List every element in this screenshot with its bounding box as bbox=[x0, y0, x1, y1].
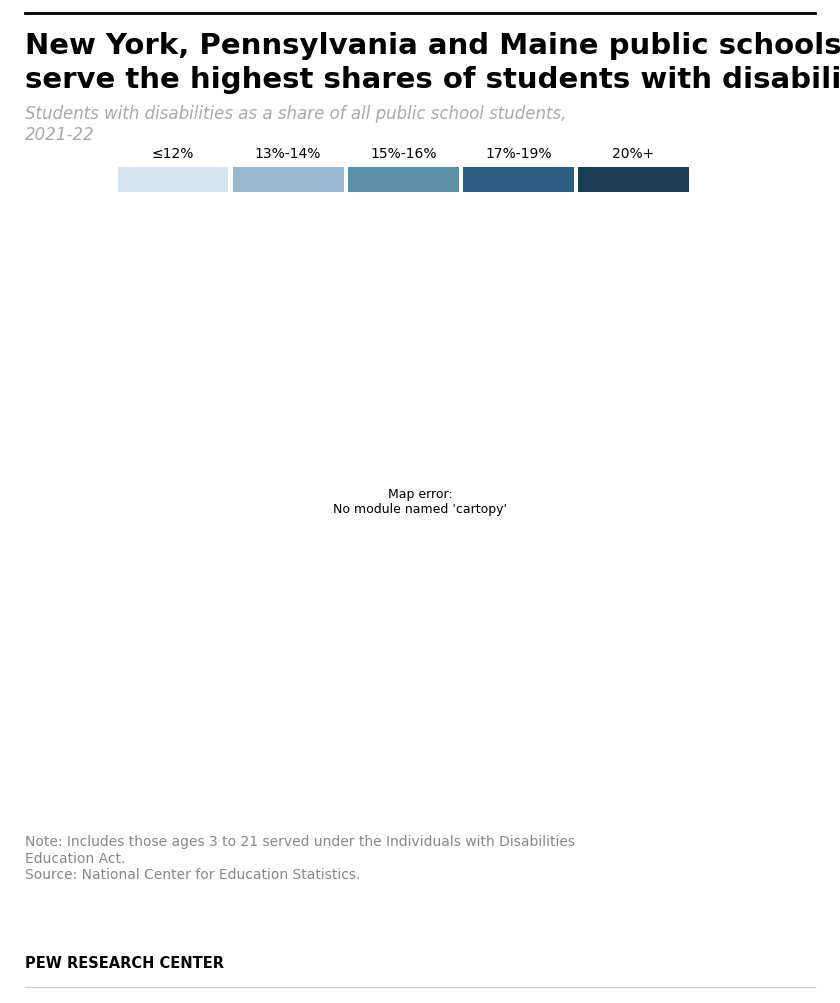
Text: Note: Includes those ages 3 to 21 served under the Individuals with Disabilities: Note: Includes those ages 3 to 21 served… bbox=[25, 834, 575, 881]
Text: 13%-14%: 13%-14% bbox=[255, 146, 322, 160]
Text: ≤12%: ≤12% bbox=[152, 146, 194, 160]
Text: 20%+: 20%+ bbox=[612, 146, 654, 160]
Text: Map error:
No module named 'cartopy': Map error: No module named 'cartopy' bbox=[333, 487, 507, 516]
Text: serve the highest shares of students with disabilities: serve the highest shares of students wit… bbox=[25, 66, 840, 94]
Text: Students with disabilities as a share of all public school students,
2021-22: Students with disabilities as a share of… bbox=[25, 105, 566, 144]
Text: New York, Pennsylvania and Maine public schools: New York, Pennsylvania and Maine public … bbox=[25, 32, 840, 60]
Text: PEW RESEARCH CENTER: PEW RESEARCH CENTER bbox=[25, 955, 224, 970]
Text: 17%-19%: 17%-19% bbox=[485, 146, 552, 160]
Text: 15%-16%: 15%-16% bbox=[370, 146, 437, 160]
